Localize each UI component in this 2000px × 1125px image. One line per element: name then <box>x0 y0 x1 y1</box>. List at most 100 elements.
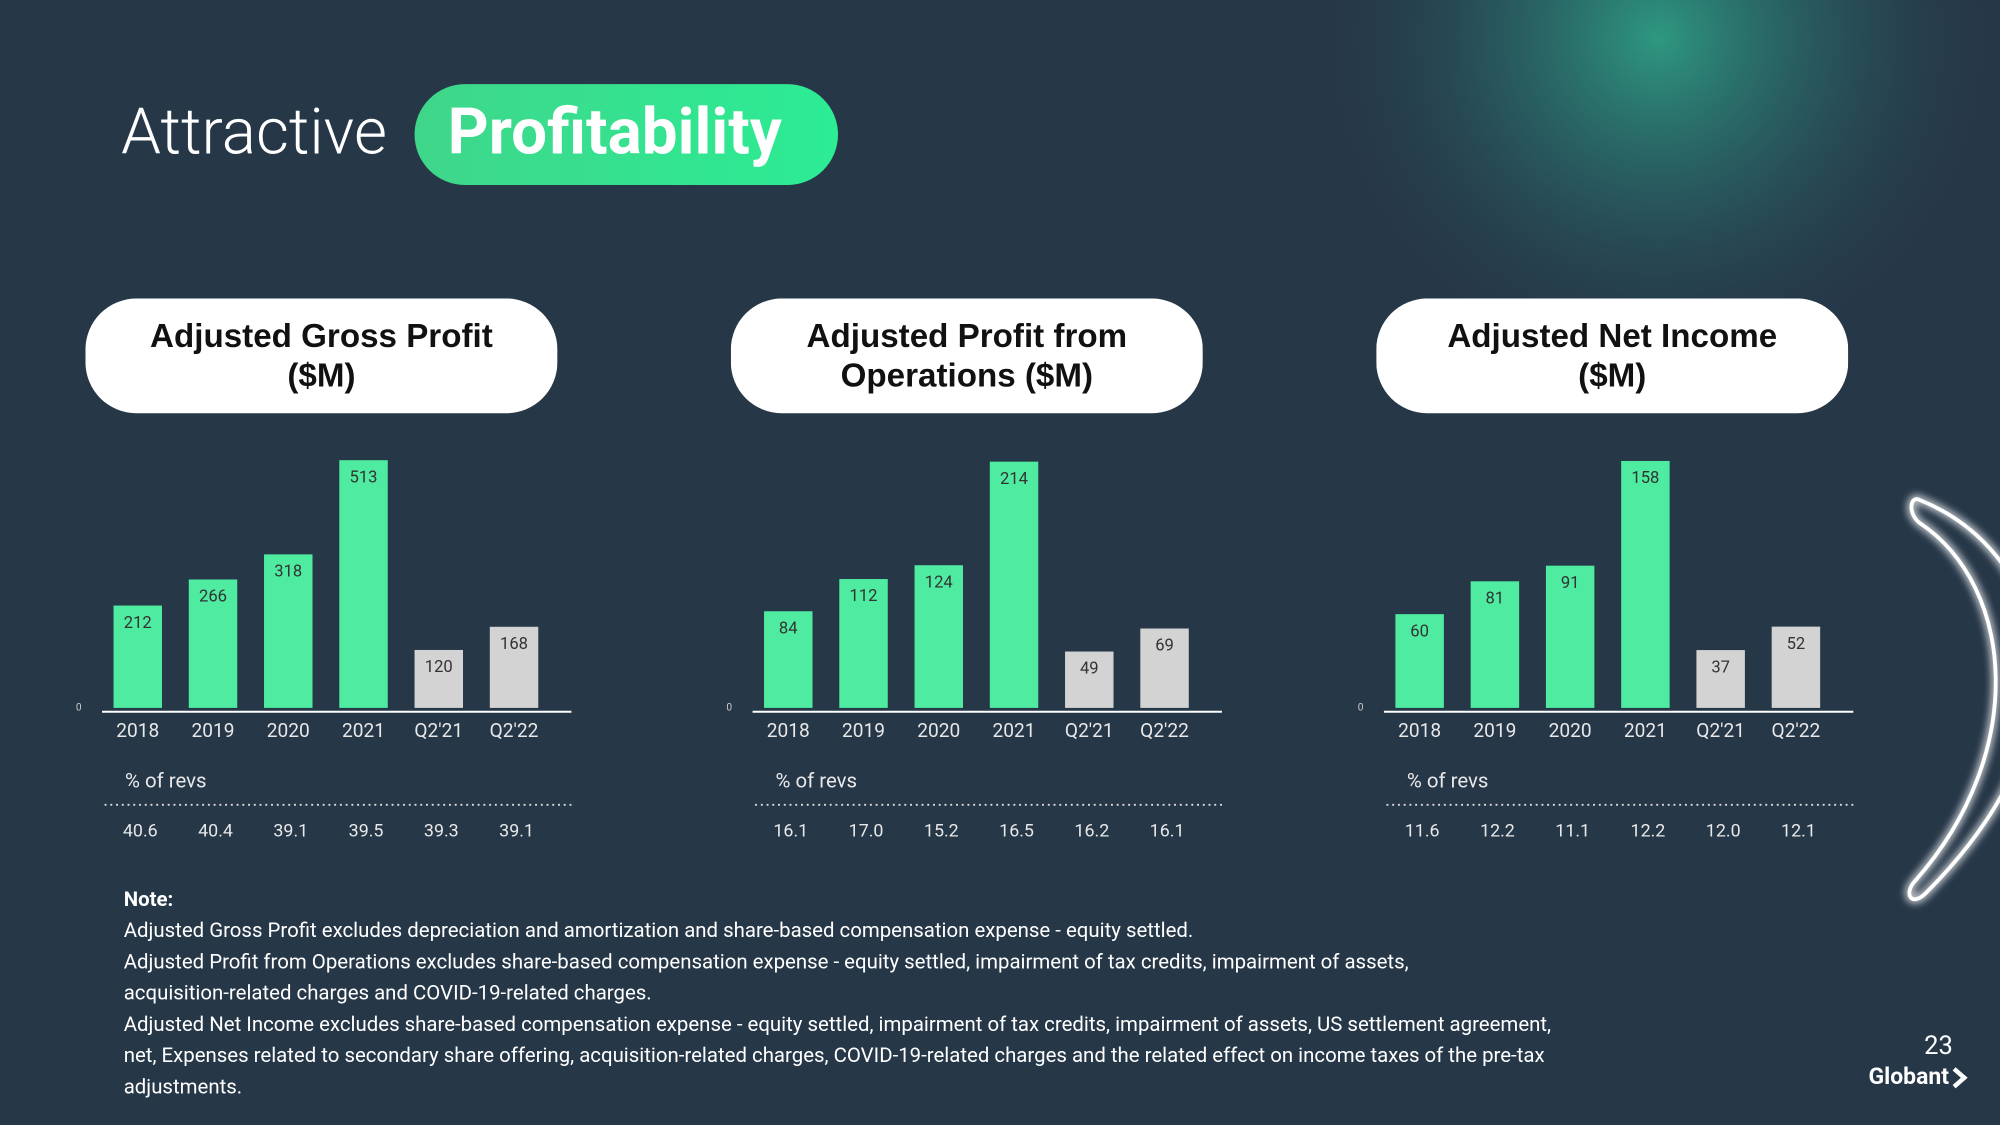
bar-value-label: 91 <box>1561 574 1580 593</box>
bar <box>1696 650 1745 708</box>
revenue-share-value: 12.2 <box>1631 820 1666 841</box>
title-pill <box>414 84 839 185</box>
y-tick-label: 0 <box>726 703 732 714</box>
note-line: acquisition-related charges and COVID-19… <box>124 981 652 1005</box>
chart-title: Adjusted Profit from Operations ($M) <box>806 316 1128 395</box>
revenue-share-label: % of revs <box>1407 768 1489 792</box>
bar <box>339 460 388 708</box>
x-tick-label: 2021 <box>1624 719 1667 742</box>
x-tick-label: 2020 <box>267 719 310 742</box>
bar-value-label: 266 <box>199 588 227 607</box>
bar <box>1621 460 1670 708</box>
x-tick-label: 2019 <box>842 719 885 742</box>
chart-title-box: Adjusted Gross Profit ($M) <box>85 298 558 414</box>
x-tick-label: Q2'22 <box>490 719 539 742</box>
bar <box>1140 628 1189 708</box>
note-line: Adjusted Net Income excludes share-based… <box>124 1012 1551 1036</box>
revenue-share-value: 40.4 <box>198 820 233 841</box>
x-tick-label: 2018 <box>1398 719 1441 742</box>
note-line: Adjusted Gross Profit excludes depreciat… <box>124 918 1194 942</box>
crescent <box>1904 494 2000 904</box>
x-tick-label: Q2'22 <box>1140 719 1189 742</box>
revenue-share-label: % of revs <box>776 768 858 792</box>
revenue-share-value: 16.2 <box>1074 820 1109 841</box>
logo: Globant <box>1869 1063 1950 1090</box>
revenue-share-value: 39.3 <box>424 820 459 841</box>
revenue-share-value: 16.1 <box>773 820 808 841</box>
bar <box>1470 581 1520 708</box>
x-tick-label: Q2'21 <box>1696 719 1745 742</box>
bar-value-label: 81 <box>1486 590 1505 609</box>
bar <box>764 611 813 708</box>
revenue-share-value: 12.1 <box>1781 820 1816 841</box>
bar-value-label: 214 <box>1000 470 1028 489</box>
bar <box>188 579 238 708</box>
x-tick-label: 2021 <box>993 719 1036 742</box>
revenue-share-value: 11.1 <box>1555 820 1590 841</box>
x-tick-label: Q2'22 <box>1772 719 1821 742</box>
bar-value-label: 69 <box>1155 637 1174 656</box>
x-tick-label: 2019 <box>1473 719 1516 742</box>
bar-value-label: 112 <box>850 587 878 606</box>
bar <box>1771 626 1821 708</box>
revenue-share-label: % of revs <box>125 768 207 792</box>
bar-value-label: 52 <box>1787 635 1806 654</box>
bar-value-label: 212 <box>124 614 152 633</box>
bar-value-label: 37 <box>1711 658 1730 677</box>
revenue-share-value: 15.2 <box>924 820 959 841</box>
revenue-share-value: 12.2 <box>1480 820 1515 841</box>
x-tick-label: 2019 <box>192 719 235 742</box>
x-tick-label: 2018 <box>116 719 159 742</box>
note-line: adjustments. <box>124 1074 242 1098</box>
slide-title: Attractive <box>121 94 387 169</box>
chart-title-box: Adjusted Profit from Operations ($M) <box>730 298 1203 414</box>
chart-title-pill: Adjusted Profit from Operations ($M) <box>730 298 1203 414</box>
x-tick-label: 2021 <box>342 719 385 742</box>
logo-arrow <box>1952 1067 1968 1089</box>
x-tick-label: 2018 <box>767 719 810 742</box>
x-tick-label: 2020 <box>1549 719 1592 742</box>
x-tick-label: Q2'21 <box>1065 719 1114 742</box>
bar-value-label: 158 <box>1631 469 1659 488</box>
bar <box>489 626 539 708</box>
revenue-share-value: 39.1 <box>273 820 308 841</box>
bar <box>914 565 964 708</box>
bar <box>839 579 888 708</box>
bar-value-label: 124 <box>925 573 953 592</box>
chart-title-pill: Adjusted Net Income ($M) <box>1376 298 1849 414</box>
bar-value-label: 60 <box>1410 622 1429 641</box>
revenue-share-value: 17.0 <box>849 820 884 841</box>
chart-title-box: Adjusted Net Income ($M) <box>1376 298 1849 414</box>
bar <box>113 605 162 708</box>
revenue-share-value: 39.1 <box>499 820 534 841</box>
y-tick-label: 0 <box>76 703 82 714</box>
bar <box>1545 565 1595 708</box>
chart-title: Adjusted Net Income ($M) <box>1447 316 1778 395</box>
y-tick-label: 0 <box>1358 703 1364 714</box>
chart-title: Adjusted Gross Profit ($M) <box>150 316 493 395</box>
bar <box>989 461 1039 708</box>
note-line: Adjusted Profit from Operations excludes… <box>124 949 1409 973</box>
bar-value-label: 120 <box>425 658 453 677</box>
chart-title-pill: Adjusted Gross Profit ($M) <box>85 298 558 414</box>
note-heading: Note: <box>124 887 174 911</box>
revenue-share-value: 12.0 <box>1706 820 1741 841</box>
revenue-share-value: 11.6 <box>1405 820 1440 841</box>
bar-value-label: 168 <box>500 635 528 654</box>
x-tick-label: 2020 <box>917 719 960 742</box>
revenue-share-value: 40.6 <box>123 820 158 841</box>
bar <box>264 554 313 708</box>
revenue-share-value: 16.1 <box>1150 820 1185 841</box>
page-number: 23 <box>1924 1031 1953 1061</box>
bar-value-label: 318 <box>274 563 302 582</box>
bar-value-label: 84 <box>779 619 798 638</box>
bar-value-label: 49 <box>1080 660 1099 679</box>
bar <box>414 649 464 708</box>
bar <box>1395 614 1444 708</box>
note-line: net, Expenses related to secondary share… <box>124 1043 1545 1067</box>
slide-title-highlight: Profitability <box>448 94 783 169</box>
revenue-share-value: 39.5 <box>349 820 384 841</box>
bar <box>1065 651 1114 708</box>
x-tick-label: Q2'21 <box>414 719 463 742</box>
